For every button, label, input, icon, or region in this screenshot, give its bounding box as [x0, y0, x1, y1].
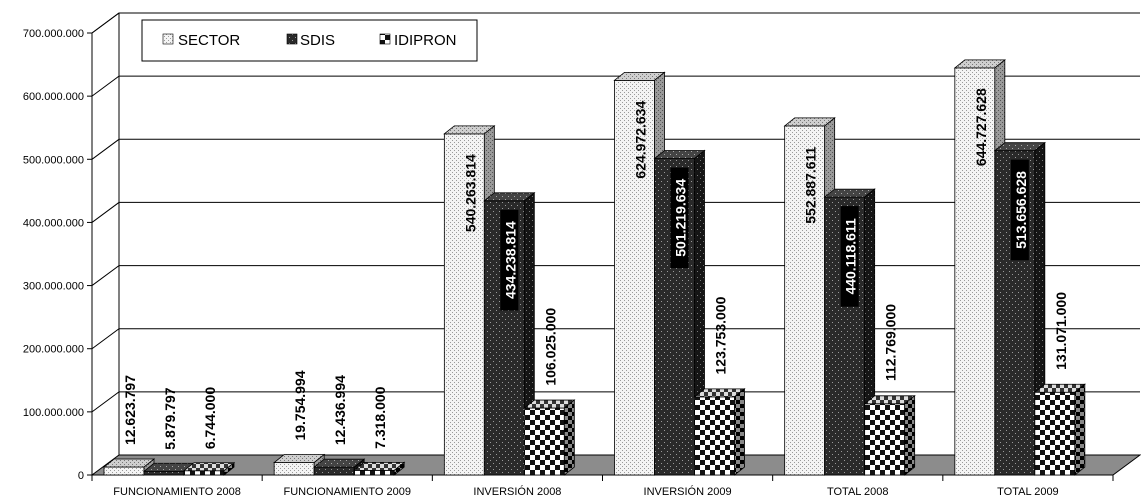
data-label-sector: 644.727.628: [973, 88, 989, 166]
legend: SECTOR SDIS IDIPRON: [141, 19, 478, 62]
bar-front: [614, 79, 655, 476]
data-label-bg: [670, 167, 689, 269]
data-label-bg: [840, 206, 859, 307]
data-label-sector: 552.887.611: [803, 146, 819, 223]
y-tick-label: 300.000.000: [23, 281, 84, 293]
bar-front: [523, 407, 565, 476]
data-label-sdis: 501.219.634: [670, 167, 689, 269]
bar-front: [143, 470, 185, 476]
bar-side: [734, 388, 745, 476]
data-label-sdis: 12.436.994: [332, 375, 348, 445]
bar-idipron: [353, 461, 406, 476]
data-label-text: 540.263.814: [462, 154, 478, 232]
y-tick-label: 600.000.000: [23, 91, 84, 103]
gridline: [91, 12, 1140, 34]
bar-side: [1074, 383, 1086, 476]
bar-front: [273, 462, 315, 476]
data-label-text: 501.219.634: [673, 179, 689, 257]
bar-idipron: [182, 461, 236, 476]
data-labels-layer: 12.623.797 5.879.797 6.744.000 19.754.994 12…: [122, 88, 1069, 450]
x-tick-label: TOTAL 2008: [827, 486, 889, 498]
data-label-text: 7.318.000: [372, 386, 388, 448]
bar-idipron: [523, 399, 576, 476]
bar-side: [393, 461, 405, 476]
bar-front: [313, 466, 355, 476]
bar-front: [443, 133, 485, 476]
data-label-bg: [500, 209, 519, 311]
legend-box: [141, 19, 478, 62]
gridline: [91, 75, 1140, 97]
bar-front: [784, 125, 826, 476]
y-tick-label: 700.000.000: [23, 28, 84, 40]
data-label-idipron: 112.769.000: [883, 304, 899, 381]
data-label-idipron: 106.025.000: [542, 308, 558, 386]
data-label-idipron: 7.318.000: [372, 386, 388, 448]
data-label-text: 440.118.611: [843, 218, 859, 295]
bar-idipron: [693, 388, 746, 476]
legend-swatch-sector: [162, 33, 174, 45]
data-label-idipron: 131.071.000: [1053, 292, 1069, 370]
legend-label-sector: SECTOR: [178, 32, 240, 49]
data-label-text: 644.727.628: [973, 88, 989, 166]
data-label-idipron: 123.753.000: [713, 296, 729, 374]
data-label-idipron: 6.744.000: [202, 387, 218, 449]
data-label-sdis: 513.656.628: [1010, 159, 1029, 261]
data-label-text: 434.238.814: [502, 221, 518, 299]
data-label-sector: 624.972.634: [633, 101, 649, 179]
bar-idipron: [1033, 383, 1086, 476]
y-tick-label: 0: [78, 470, 84, 482]
bar-side: [563, 399, 575, 476]
bar-front: [183, 470, 225, 476]
y-tick-label: 100.000.000: [23, 407, 84, 419]
bar-front: [954, 67, 996, 476]
bar-front: [694, 396, 735, 476]
legend-label-idipron: IDIPRON: [394, 32, 457, 49]
data-label-text: 513.656.628: [1013, 171, 1029, 249]
data-label-text: 5.879.797: [162, 387, 178, 449]
bar-front: [864, 403, 906, 476]
y-tick-label: 200.000.000: [23, 344, 84, 356]
bar-front: [353, 469, 395, 476]
data-label-text: 106.025.000: [542, 308, 558, 386]
bar-front: [103, 466, 145, 476]
legend-label-sdis: SDIS: [300, 32, 335, 49]
x-tick-label: INVERSIÓN 2008: [473, 485, 561, 498]
data-label-sdis: 5.879.797: [162, 387, 178, 449]
data-label-text: 624.972.634: [633, 101, 649, 179]
data-label-text: 12.436.994: [332, 375, 348, 445]
bars-layer: [102, 59, 1086, 476]
bar-idipron: [863, 394, 916, 476]
data-label-text: 112.769.000: [883, 304, 899, 381]
data-label-bg: [1010, 159, 1029, 261]
data-label-text: 123.753.000: [713, 296, 729, 374]
data-label-sdis: 440.118.611: [840, 206, 859, 307]
bar-side: [904, 394, 916, 476]
data-label-text: 6.744.000: [202, 387, 218, 449]
legend-swatch-sdis: [286, 33, 298, 45]
data-label-sector: 19.754.994: [292, 370, 308, 440]
y-tick-label: 500.000.000: [23, 154, 84, 166]
bar-front: [1034, 391, 1076, 476]
x-tick-label: FUNCIONAMIENTO 2008: [113, 486, 241, 498]
data-label-text: 552.887.611: [803, 146, 819, 223]
legend-swatch-idipron: [379, 33, 391, 45]
data-label-sector: 540.263.814: [462, 154, 478, 232]
x-tick-label: TOTAL 2009: [997, 486, 1059, 498]
data-label-text: 131.071.000: [1053, 292, 1069, 370]
x-tick-label: INVERSIÓN 2009: [644, 485, 732, 498]
data-label-sdis: 434.238.814: [500, 209, 519, 311]
bar-side: [223, 461, 235, 476]
data-label-text: 12.623.797: [122, 375, 138, 445]
data-label-text: 19.754.994: [292, 370, 308, 440]
data-label-sector: 12.623.797: [122, 375, 138, 445]
x-tick-label: FUNCIONAMIENTO 2009: [283, 486, 411, 498]
y-tick-label: 400.000.000: [23, 217, 84, 229]
